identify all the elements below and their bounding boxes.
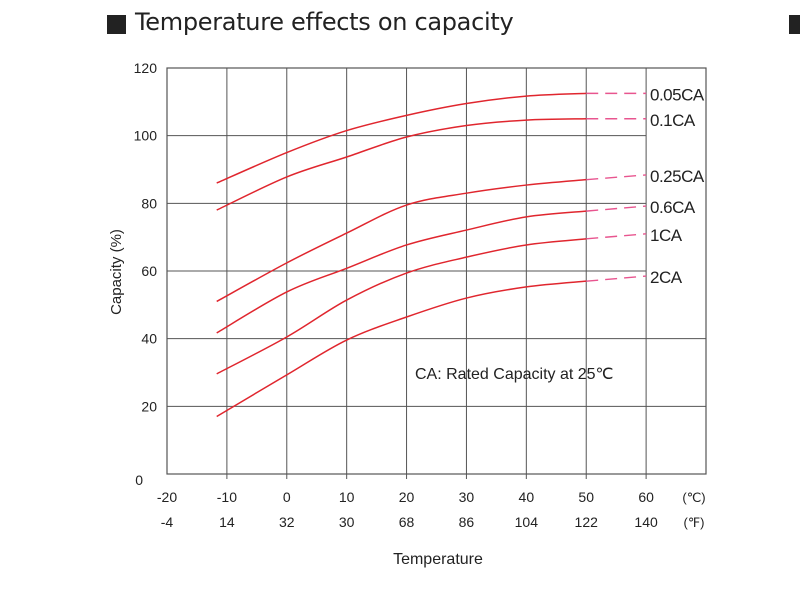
x-tick-label-celsius: 50	[578, 489, 594, 505]
x-tick-label-fahrenheit: 30	[339, 514, 355, 530]
x-axis-title: Temperature	[393, 551, 483, 568]
y-tick-label: 120	[134, 60, 158, 76]
x-tick-label-fahrenheit: 32	[279, 514, 295, 530]
series-line-0.1CA	[216, 118, 587, 211]
x-unit-celsius: (℃)	[682, 490, 705, 505]
title-square-icon	[107, 15, 126, 34]
series-label-0.6CA: 0.6CA	[650, 198, 696, 217]
y-tick-label: 0	[135, 472, 143, 488]
series-label-0.1CA: 0.1CA	[650, 111, 696, 130]
series-extrapolation-0.25CA	[586, 174, 647, 181]
series-line-1CA	[216, 238, 587, 375]
x-tick-label-celsius: 20	[399, 489, 415, 505]
x-tick-label-celsius: 40	[519, 489, 535, 505]
series-line-0.25CA	[216, 178, 587, 303]
series-label-0.05CA: 0.05CA	[650, 85, 705, 104]
series-label-2CA: 2CA	[650, 268, 683, 287]
x-tick-label-fahrenheit: 122	[575, 514, 599, 530]
series-label-1CA: 1CA	[650, 226, 683, 245]
x-tick-label-celsius: 10	[339, 489, 355, 505]
chart-title: Temperature effects on capacity	[135, 8, 514, 36]
series-line-2CA	[216, 280, 587, 418]
annotation: CA: Rated Capacity at 25℃	[415, 366, 614, 383]
y-tick-label: 40	[141, 331, 157, 347]
x-tick-label-fahrenheit: 86	[459, 514, 475, 530]
x-tick-label-celsius: -10	[217, 489, 237, 505]
series-extrapolation-1CA	[586, 233, 647, 240]
x-tick-label-celsius: 0	[283, 489, 291, 505]
y-tick-label: 100	[134, 128, 158, 144]
y-tick-label: 20	[141, 398, 157, 414]
x-tick-label-celsius: -20	[157, 489, 177, 505]
series-label-0.25CA: 0.25CA	[650, 167, 705, 186]
next-section-square-icon	[789, 15, 800, 34]
y-tick-label: 60	[141, 263, 157, 279]
x-tick-label-fahrenheit: -4	[161, 514, 174, 530]
x-tick-label-fahrenheit: 140	[634, 514, 658, 530]
series-line-0.05CA	[216, 92, 587, 184]
series-extrapolation-2CA	[586, 275, 647, 282]
y-tick-label: 80	[141, 195, 157, 211]
series-line-0.6CA	[216, 210, 587, 334]
y-axis-title: Capacity (%)	[108, 229, 125, 315]
x-tick-label-celsius: 60	[638, 489, 654, 505]
series-extrapolation-0.6CA	[586, 205, 647, 212]
x-tick-label-fahrenheit: 68	[399, 514, 415, 530]
x-tick-label-fahrenheit: 14	[219, 514, 235, 530]
x-tick-label-celsius: 30	[459, 489, 475, 505]
x-tick-label-fahrenheit: 104	[515, 514, 539, 530]
x-unit-fahrenheit: (℉)	[683, 515, 704, 530]
